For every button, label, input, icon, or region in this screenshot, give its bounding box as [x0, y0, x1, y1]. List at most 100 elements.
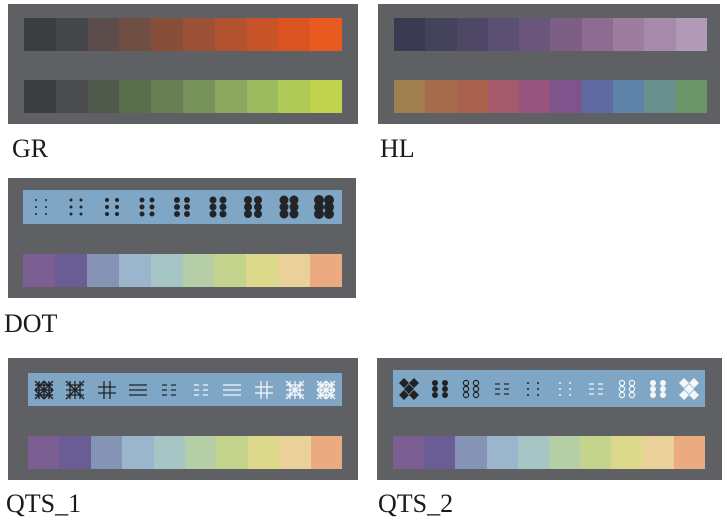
color-swatch	[151, 18, 183, 51]
pattern-glyph	[462, 379, 480, 398]
pattern-glyph	[495, 382, 510, 395]
pattern-swatch	[424, 370, 455, 407]
pattern-swatch	[248, 373, 279, 406]
hl-panel	[378, 4, 720, 124]
pattern-glyph	[558, 381, 571, 396]
color-swatch	[214, 80, 247, 113]
pattern-glyph	[174, 197, 191, 217]
pattern-glyph	[97, 380, 116, 399]
color-swatch	[278, 80, 311, 113]
pattern-swatch	[23, 190, 58, 224]
color-swatch	[424, 436, 456, 469]
qts2-bottom-color-strip	[393, 436, 706, 469]
gr-label: GR	[12, 134, 49, 163]
color-swatch	[613, 80, 645, 113]
color-swatch	[310, 254, 343, 287]
color-swatch	[150, 254, 183, 287]
qts1-label: QTS_1	[6, 489, 82, 518]
pattern-swatch	[165, 190, 200, 224]
color-swatch	[675, 80, 707, 113]
color-swatch	[487, 18, 520, 51]
color-swatch	[90, 436, 123, 469]
color-swatch	[581, 80, 614, 113]
color-swatch	[425, 18, 457, 51]
color-swatch	[119, 18, 152, 51]
pattern-glyph	[244, 196, 263, 218]
color-swatch	[519, 18, 551, 51]
color-swatch	[214, 18, 247, 51]
color-swatch	[153, 436, 186, 469]
qts2-pattern-strip	[393, 370, 705, 407]
color-swatch	[393, 436, 425, 469]
pattern-swatch	[91, 373, 122, 406]
pattern-swatch	[455, 370, 486, 407]
pattern-swatch	[487, 370, 518, 407]
hl-bottom-color-strip	[394, 80, 707, 113]
pattern-glyph	[316, 380, 336, 399]
color-swatch	[394, 80, 426, 113]
pattern-swatch	[28, 373, 59, 406]
color-swatch	[151, 80, 183, 113]
color-swatch	[549, 436, 581, 469]
color-swatch	[487, 80, 520, 113]
pattern-glyph	[314, 195, 335, 219]
pattern-swatch	[154, 373, 185, 406]
color-swatch	[425, 80, 457, 113]
color-swatch	[310, 80, 342, 113]
color-swatch	[54, 254, 87, 287]
pattern-glyph	[69, 198, 83, 216]
pattern-swatch	[94, 190, 129, 224]
color-swatch	[28, 436, 60, 469]
pattern-swatch	[307, 190, 342, 224]
dot-pattern-strip	[23, 190, 342, 224]
color-swatch	[182, 254, 215, 287]
color-swatch	[456, 18, 488, 51]
pattern-swatch	[279, 373, 310, 406]
color-swatch	[310, 436, 343, 469]
color-swatch	[246, 18, 279, 51]
color-swatch	[118, 254, 151, 287]
color-swatch	[550, 18, 582, 51]
color-swatch	[613, 18, 645, 51]
color-swatch	[247, 436, 280, 469]
color-swatch	[23, 254, 55, 287]
color-swatch	[185, 436, 217, 469]
pattern-glyph	[65, 380, 85, 399]
color-swatch	[214, 254, 247, 287]
color-swatch	[642, 436, 674, 469]
color-swatch	[278, 254, 311, 287]
color-swatch	[122, 436, 154, 469]
pattern-glyph	[223, 383, 242, 396]
pattern-glyph	[193, 383, 208, 396]
color-swatch	[119, 80, 152, 113]
pattern-swatch	[200, 190, 235, 224]
color-swatch	[182, 18, 215, 51]
dot-label: DOT	[4, 309, 58, 338]
color-swatch	[456, 80, 488, 113]
pattern-glyph	[588, 382, 603, 395]
color-swatch	[580, 436, 612, 469]
pattern-swatch	[674, 370, 705, 407]
pattern-swatch	[129, 190, 164, 224]
color-swatch	[216, 436, 248, 469]
pattern-glyph	[527, 381, 540, 396]
pattern-glyph	[162, 383, 177, 396]
pattern-swatch	[643, 370, 674, 407]
color-swatch	[24, 80, 56, 113]
pattern-glyph	[679, 377, 700, 400]
color-swatch	[675, 18, 707, 51]
color-swatch	[581, 18, 614, 51]
pattern-glyph	[139, 197, 155, 217]
color-swatch	[55, 18, 88, 51]
pattern-swatch	[580, 370, 611, 407]
color-swatch	[55, 80, 88, 113]
color-swatch	[278, 18, 311, 51]
qts2-panel	[377, 358, 722, 480]
color-swatch	[86, 254, 119, 287]
pattern-swatch	[185, 373, 216, 406]
color-swatch	[611, 436, 643, 469]
pattern-glyph	[650, 379, 667, 398]
pattern-glyph	[431, 379, 448, 398]
color-swatch	[644, 80, 676, 113]
pattern-glyph	[209, 196, 227, 218]
